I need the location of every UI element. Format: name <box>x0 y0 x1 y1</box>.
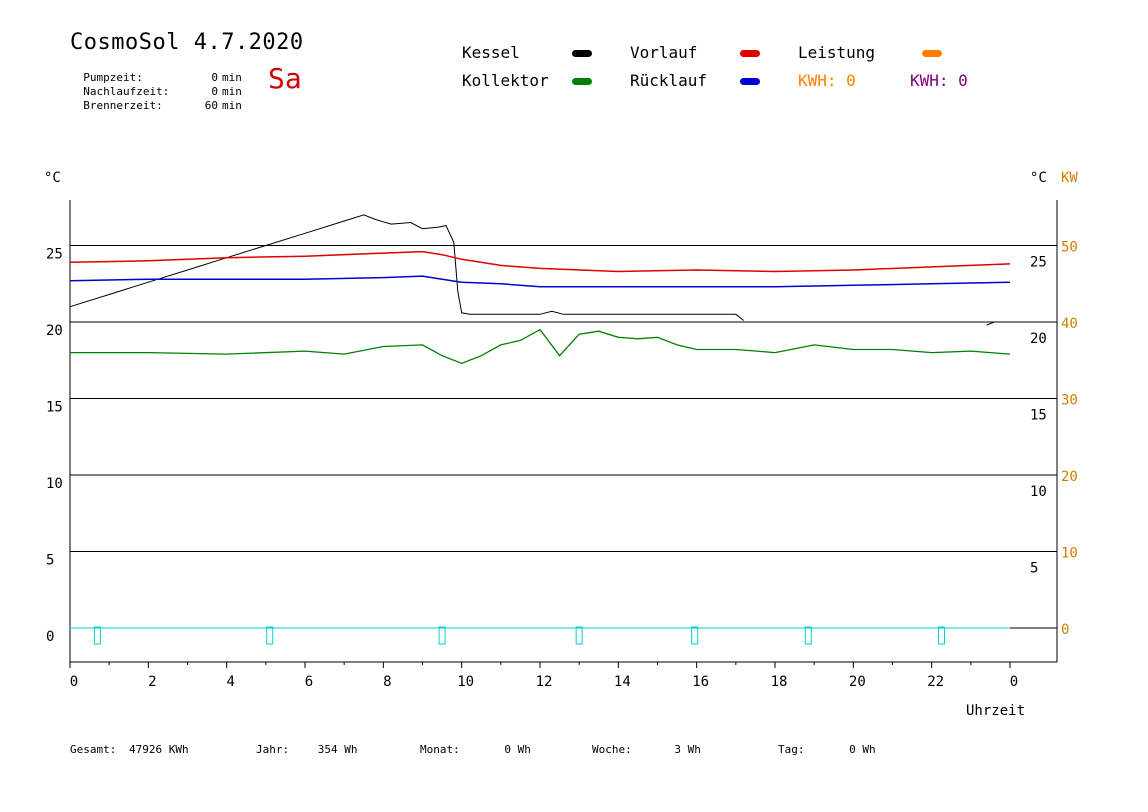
footer-tag-value: 0 Wh <box>849 743 876 756</box>
legend-ruecklauf-swatch <box>740 78 760 85</box>
series-line-kessel-ende <box>986 321 1010 326</box>
y-tick-label-left: 25 <box>46 247 63 263</box>
y-tick-label-right: 5 <box>1030 561 1038 577</box>
pump-marker <box>575 626 583 645</box>
footer-monat-value: 0 Wh <box>504 743 531 756</box>
legend-leistung: Leistung <box>798 43 876 62</box>
pumpzeit-value: 0 <box>211 71 218 84</box>
footer-gesamt-label: Gesamt: <box>70 743 117 756</box>
y-tick-label-kw: 40 <box>1061 316 1078 332</box>
x-tick-label: 18 <box>771 674 788 690</box>
legend-kwh-second: KWH: 0 <box>910 71 968 90</box>
x-tick-label: 16 <box>692 674 709 690</box>
footer-woche: Woche: 3 Wh <box>592 743 701 756</box>
x-tick-label: 2 <box>148 674 156 690</box>
legend-kollektor: Kollektor <box>462 71 549 90</box>
brennerzeit-unit: min <box>222 99 242 112</box>
footer-monat-label: Monat: <box>420 743 460 756</box>
nachlaufzeit-row: Nachlaufzeit: 0 min <box>70 72 242 98</box>
footer-gesamt-value: 47926 KWh <box>128 743 189 756</box>
brennerzeit-value: 60 <box>204 99 218 112</box>
footer-jahr-value: 354 Wh <box>317 743 358 756</box>
legend-ruecklauf: Rücklauf <box>630 71 708 90</box>
brennerzeit-label: Brennerzeit: <box>83 99 163 112</box>
series-line-kessel <box>69 214 745 321</box>
x-tick-label: 6 <box>305 674 313 690</box>
series-line-kollektor <box>70 328 1011 364</box>
pump-marker <box>438 626 446 645</box>
y-tick-label-kw: 20 <box>1061 469 1078 485</box>
y-axis-unit-left: °C <box>44 170 61 186</box>
x-tick-label: 12 <box>536 674 553 690</box>
x-tick-label: 8 <box>383 674 391 690</box>
legend-kessel-swatch <box>572 50 592 57</box>
x-tick-label: 20 <box>849 674 866 690</box>
footer-jahr-label: Jahr: <box>256 743 290 756</box>
y-tick-label-kw: 30 <box>1061 393 1078 409</box>
x-tick-label: 10 <box>457 674 474 690</box>
pump-marker <box>93 626 101 645</box>
series-line-r-cklauf <box>69 275 1011 288</box>
pumpzeit-row: Pumpzeit: 0 min <box>70 58 242 84</box>
y-tick-label-kw: 50 <box>1061 240 1078 256</box>
y-tick-label-left: 10 <box>46 476 63 492</box>
pumpzeit-unit: min <box>222 71 242 84</box>
nachlaufzeit-value: 0 <box>211 85 218 98</box>
y-tick-label-right: 15 <box>1030 408 1047 424</box>
x-tick-label: 22 <box>927 674 944 690</box>
legend-leistung-swatch <box>922 50 942 57</box>
footer-woche-value: 3 Wh <box>674 743 701 756</box>
series-line-vorlauf <box>69 250 1011 273</box>
y-tick-label-left: 20 <box>46 323 63 339</box>
pump-marker <box>804 626 812 645</box>
y-tick-label-kw: 10 <box>1061 546 1078 562</box>
footer-monat: Monat: 0 Wh <box>420 743 531 756</box>
nachlaufzeit-label: Nachlaufzeit: <box>83 85 170 98</box>
y-tick-label-left: 15 <box>46 400 63 416</box>
pump-marker <box>691 626 699 645</box>
y-tick-label-right: 20 <box>1030 331 1047 347</box>
legend-vorlauf-swatch <box>740 50 760 57</box>
chart-title: CosmoSol 4.7.2020 <box>70 30 304 55</box>
y-tick-label-left: 5 <box>46 553 54 569</box>
pumpzeit-label: Pumpzeit: <box>83 71 143 84</box>
footer-woche-label: Woche: <box>592 743 632 756</box>
pump-marker <box>266 626 274 645</box>
pump-marker <box>937 626 945 645</box>
legend-kwh-leistung: KWH: 0 <box>798 71 856 90</box>
x-axis-label: Uhrzeit <box>966 703 1025 719</box>
footer-tag: Tag: 0 Wh <box>778 743 876 756</box>
legend-kollektor-swatch <box>572 78 592 85</box>
footer-gesamt: Gesamt: 47926 KWh <box>70 743 189 756</box>
weekday-label: Sa <box>268 62 302 95</box>
nachlaufzeit-unit: min <box>222 85 242 98</box>
legend-kessel: Kessel <box>462 43 520 62</box>
brennerzeit-row: Brennerzeit: 60 min <box>70 86 242 112</box>
y-tick-label-left: 0 <box>46 629 54 645</box>
footer-jahr: Jahr: 354 Wh <box>256 743 358 756</box>
x-tick-label: 14 <box>614 674 631 690</box>
y-tick-label-right: 25 <box>1030 255 1047 271</box>
y-tick-label-right: 10 <box>1030 484 1047 500</box>
y-axis-unit-kw: KW <box>1061 170 1078 186</box>
x-tick-label: 0 <box>70 674 78 690</box>
footer-tag-label: Tag: <box>778 743 805 756</box>
x-tick-label: 4 <box>226 674 234 690</box>
x-tick-label: 0 <box>1010 674 1018 690</box>
y-axis-unit-right: °C <box>1030 170 1047 186</box>
legend-vorlauf: Vorlauf <box>630 43 698 62</box>
y-tick-label-kw: 0 <box>1061 622 1069 638</box>
